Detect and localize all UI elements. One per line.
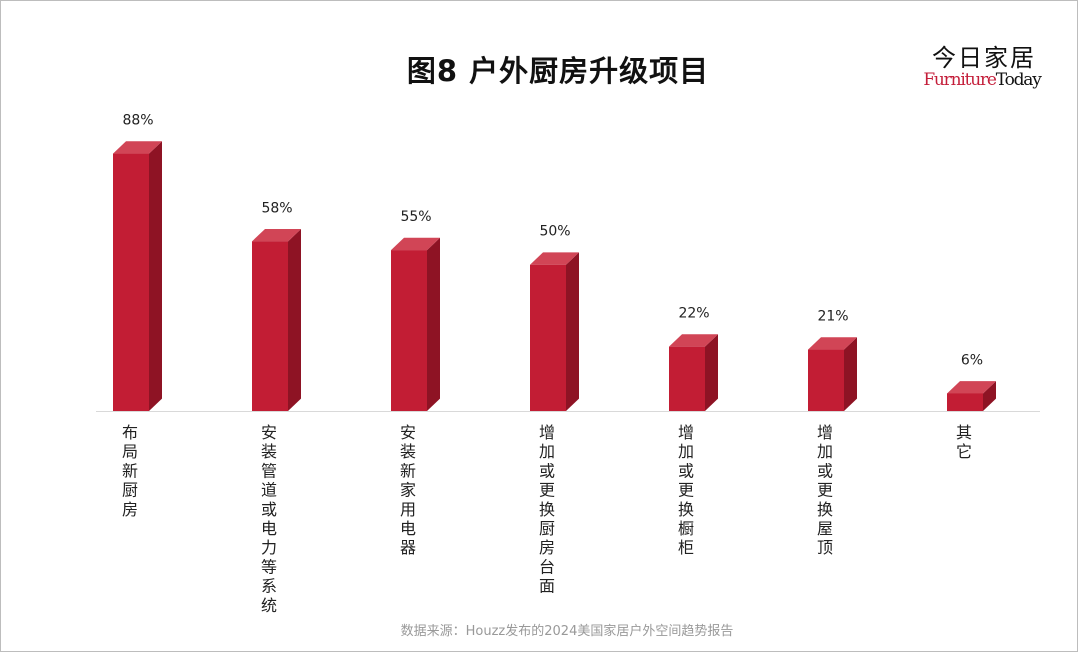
category-label: 安装新家用电器 [400,423,416,557]
bar-top [113,141,162,154]
bar-top [530,252,579,265]
bar-top [669,334,718,347]
bar-group: 50% 增加或更换厨房台面 [530,224,579,596]
bar-group: 6% 其它 [947,352,996,461]
bar-group: 22% 增加或更换橱柜 [669,306,718,557]
logo-english: FurnitureToday [920,70,1044,90]
category-label: 布局新厨房 [122,423,138,519]
category-label: 其它 [956,423,972,461]
bar-side [427,237,440,411]
data-source: 数据来源：Houzz发布的2024美国家居户外空间趋势报告 [400,624,734,639]
data-label: 50% [539,224,570,240]
bar [252,241,288,411]
data-label: 21% [817,309,848,325]
bar-group: 58% 安装管道或电力等系统 [252,200,301,615]
bar-group: 21% 增加或更换屋顶 [808,309,857,557]
bar-side [149,141,162,411]
category-label: 增加或更换橱柜 [678,423,694,557]
data-label: 6% [961,352,983,368]
category-label: 增加或更换屋顶 [817,423,833,557]
bar-group: 55% 安装新家用电器 [391,209,440,557]
bar-group: 88% 布局新厨房 [113,113,162,519]
bar-side [844,337,857,411]
bar [669,346,705,411]
bar-side [566,252,579,411]
category-label: 安装管道或电力等系统 [261,423,277,615]
bars-group: 88% 布局新厨房 58% 安装管道或电力等系统 55% 安装新家用电器 50% 增加或更换厨… [113,113,996,615]
bar [808,349,844,411]
bar [947,393,983,411]
category-label: 增加或更换厨房台面 [539,423,555,596]
bar-top [252,228,301,242]
bar [391,250,427,411]
logo-today: Today [995,70,1042,90]
data-label: 22% [678,306,709,322]
bar-side [983,381,996,411]
data-label: 58% [261,200,292,216]
logo-furniture: Furniture [923,70,997,90]
bar-side [705,334,718,411]
bar-top [947,381,996,394]
logo-chinese: 今日家居 [932,44,1036,72]
bar-side [288,228,301,411]
bar [113,153,149,411]
bar-top [808,337,857,350]
chart-title: 图8 户外厨房升级项目 [406,54,710,88]
data-label: 88% [122,113,153,129]
bar [530,264,566,411]
bar-top [391,237,440,251]
data-label: 55% [400,209,431,225]
